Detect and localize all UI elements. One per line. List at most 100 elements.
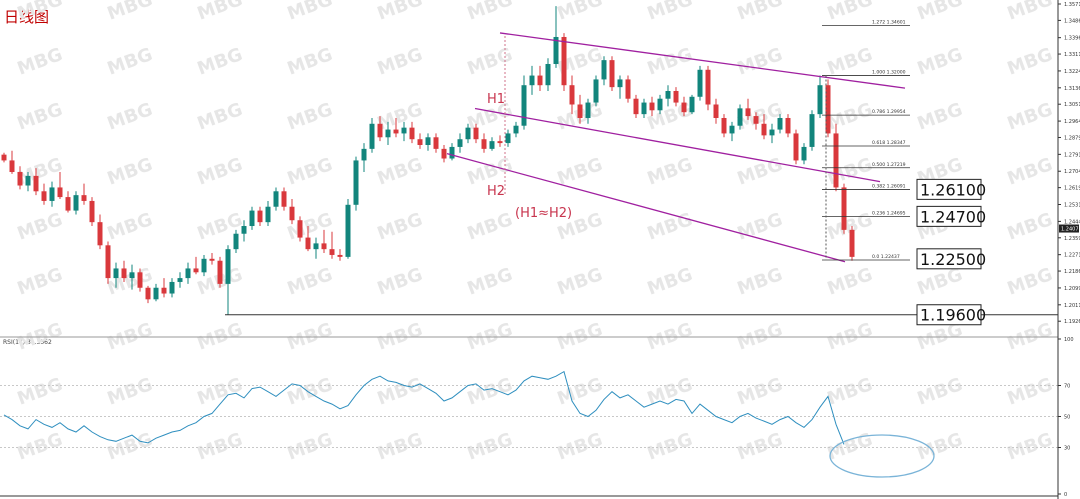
candle-down (377, 123, 383, 138)
candle-up (585, 102, 591, 118)
candle-up (553, 36, 559, 64)
candle-down (745, 108, 751, 117)
candle-down (9, 160, 15, 173)
fib-label: 0.618 1.28347 (872, 140, 906, 146)
y-tick-label: 1.35710 (1064, 2, 1080, 8)
watermark-text: MBG (1005, 209, 1056, 245)
candle-up (129, 272, 135, 279)
watermark-text: MBG (645, 264, 696, 300)
candle-down (33, 175, 39, 192)
watermark-text: MBG (465, 0, 516, 25)
candle-up (529, 75, 535, 86)
y-tick-label: 1.23590 (1064, 236, 1080, 242)
watermark-text: MBG (735, 209, 786, 245)
candle-up (521, 85, 527, 126)
watermark-text: MBG (195, 99, 246, 135)
candle-down (393, 129, 399, 134)
watermark-text: MBG (105, 44, 156, 80)
candle-down (97, 222, 103, 246)
candle-up (361, 148, 367, 161)
watermark-text: MBG (1005, 374, 1056, 410)
annotation-height-marker: H1 (487, 92, 505, 107)
watermark-text: MBG (285, 264, 336, 300)
candle-down (609, 60, 615, 88)
candle-down (321, 243, 327, 250)
candle-down (17, 172, 23, 186)
candle-down (289, 206, 295, 221)
watermark-text: MBG (915, 264, 966, 300)
key-level-label: 1.24700 (920, 207, 986, 226)
candle-down (257, 210, 263, 223)
candle-down (89, 200, 95, 223)
watermark-text: MBG (195, 429, 246, 465)
watermark-text: MBG (105, 209, 156, 245)
candle-down (305, 237, 311, 250)
candle-down (337, 254, 343, 257)
candle-up (689, 96, 695, 113)
y-tick-label: 1.34860 (1064, 18, 1080, 24)
fib-label: 1.272 1.34601 (872, 19, 906, 25)
candle-down (713, 104, 719, 118)
annotation-height-marker: H2 (487, 184, 505, 199)
candle-down (417, 139, 423, 146)
watermark-text: MBG (15, 44, 66, 80)
watermark-text: MBG (285, 0, 336, 25)
candle-down (721, 117, 727, 134)
watermark-text: MBG (375, 429, 426, 465)
candle-up (593, 79, 599, 103)
watermark-text: MBG (915, 374, 966, 410)
watermark-text: MBG (555, 429, 606, 465)
candle-up (225, 249, 231, 284)
candle-down (681, 102, 687, 113)
candle-down (137, 272, 143, 288)
watermark-text: MBG (1005, 44, 1056, 80)
watermark-text: MBG (735, 44, 786, 80)
candle-up (49, 187, 55, 201)
watermark-text: MBG (735, 429, 786, 465)
candle-down (57, 187, 63, 198)
candle-up (233, 233, 239, 250)
watermark-text: MBG (105, 154, 156, 190)
watermark-text: MBG (915, 99, 966, 135)
watermark-text: MBG (105, 374, 156, 410)
watermark-text: MBG (555, 374, 606, 410)
candle-up (169, 281, 175, 294)
watermark-text: MBG (375, 374, 426, 410)
watermark-text: MBG (915, 44, 966, 80)
key-level-box (916, 248, 982, 270)
watermark-text: MBG (285, 99, 336, 135)
candle-down (329, 249, 335, 255)
candle-up (665, 90, 671, 99)
watermark-text: MBG (825, 99, 876, 135)
watermark-text: MBG (555, 264, 606, 300)
y-tick-label: 1.20990 (1064, 286, 1080, 292)
candle-down (793, 133, 799, 161)
watermark-text: MBG (15, 264, 66, 300)
watermark-text: MBG (375, 44, 426, 80)
y-tick-label: 1.22715 (1064, 253, 1080, 259)
watermark-text: MBG (825, 44, 876, 80)
candle-down (785, 117, 791, 134)
rsi-tick-label: 50 (1064, 415, 1070, 421)
watermark-text: MBG (285, 374, 336, 410)
candle-up (457, 139, 463, 147)
candle-up (617, 79, 623, 88)
candle-up (513, 125, 519, 134)
candle-down (705, 69, 711, 105)
watermark-text: MBG (1005, 429, 1056, 465)
rsi-label: RSI(14) 31.3562 (3, 339, 52, 346)
watermark-text: MBG (825, 374, 876, 410)
candle-up (545, 63, 551, 86)
watermark-text: MBG (375, 0, 426, 25)
current-price-tag (1059, 224, 1079, 233)
watermark-text: MBG (375, 209, 426, 245)
watermark-text: MBG (735, 0, 786, 25)
candle-down (481, 139, 487, 149)
y-tick-label: 1.27915 (1064, 152, 1080, 158)
watermark-text: MBG (285, 154, 336, 190)
candle-up (153, 287, 159, 300)
watermark-text: MBG (195, 154, 246, 190)
candle-up (201, 258, 207, 273)
main-chart-layer: 1.272 1.34601 1.000 1.32000 0.786 1.29954 0… (1, 6, 1058, 326)
candle-up (809, 114, 815, 147)
